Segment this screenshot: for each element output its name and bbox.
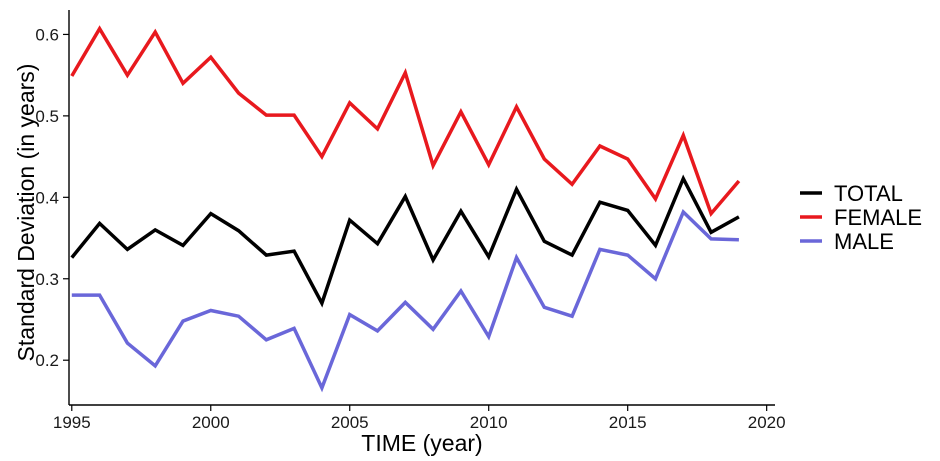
x-tick-label: 2020 [748, 413, 786, 432]
series-line-total [70, 174, 740, 308]
x-tick-label: 2010 [470, 413, 508, 432]
legend-label-female: FEMALE [834, 205, 922, 230]
x-tick-label: 1995 [53, 413, 91, 432]
y-tick-label: 0.5 [35, 107, 59, 126]
series-lines [70, 25, 741, 393]
legend-label-male: MALE [834, 229, 894, 254]
x-tick-label: 2015 [609, 413, 647, 432]
y-tick-label: 0.6 [35, 25, 59, 44]
x-tick-label: 2000 [192, 413, 230, 432]
x-tick-label: 2005 [331, 413, 369, 432]
y-axis-ticks: 0.2 0.3 0.4 0.5 0.6 [35, 25, 69, 370]
series-line-female [70, 25, 741, 218]
y-axis-title: Standard Deviation (in years) [13, 64, 39, 362]
y-tick-label: 0.3 [35, 270, 59, 289]
x-axis-title: TIME (year) [361, 430, 482, 456]
y-tick-label: 0.2 [35, 351, 59, 370]
legend-label-total: TOTAL [834, 181, 903, 206]
series-line-male [71, 208, 739, 393]
y-tick-label: 0.4 [35, 188, 59, 207]
x-axis-ticks: 1995 2000 2005 2010 2015 2020 [53, 405, 786, 432]
